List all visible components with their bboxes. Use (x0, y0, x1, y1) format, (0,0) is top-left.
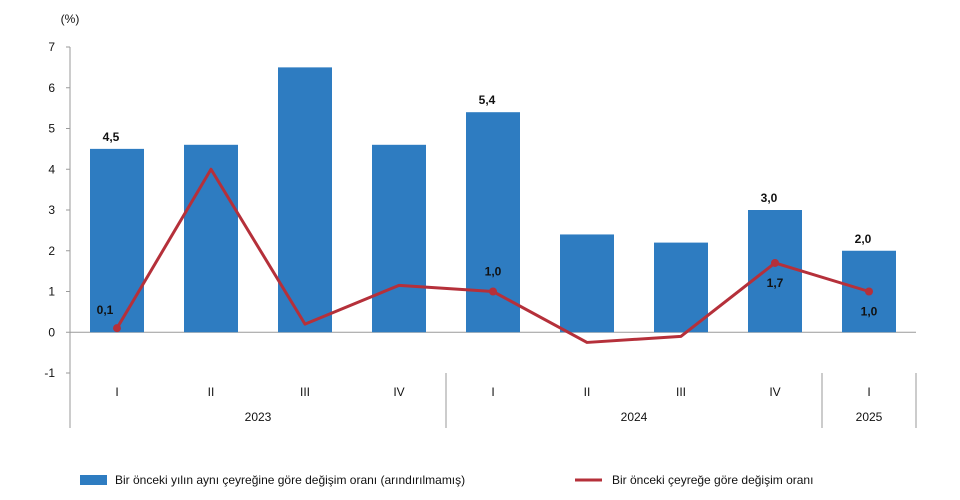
bar-data-label: 3,0 (761, 191, 778, 205)
y-unit-label: (%) (61, 12, 80, 26)
bar (748, 210, 802, 333)
data-labels: 4,5 5,4 3,0 2,0 0,1 1,0 1,7 1,0 (97, 93, 878, 318)
x-tick-label-quarter: I (867, 385, 870, 399)
x-tick-label-quarter: III (300, 385, 310, 399)
legend-bar-swatch (80, 475, 107, 485)
y-tick-label: 4 (48, 162, 55, 176)
y-tick-label: 3 (48, 203, 55, 217)
line-series (113, 167, 873, 344)
legend: Bir önceki yılın aynı çeyreğine göre değ… (80, 473, 813, 487)
bar (184, 144, 238, 333)
line-point (771, 258, 779, 267)
x-tick-label-quarter: IV (769, 385, 780, 399)
bar (372, 144, 426, 333)
bar (560, 234, 614, 333)
bar-series (90, 67, 896, 333)
y-tick-label: 5 (48, 122, 55, 136)
y-tick-label: 7 (48, 40, 55, 54)
bar-data-label: 5,4 (479, 93, 496, 107)
bar (654, 242, 708, 333)
y-tick-label: -1 (44, 366, 55, 380)
x-tick-label-year: 2025 (856, 410, 883, 424)
line-data-label: 1,7 (767, 276, 784, 290)
y-tick-label: 1 (48, 285, 55, 299)
bar-data-label: 2,0 (855, 232, 872, 246)
bar-data-label: 4,5 (103, 130, 120, 144)
bar (90, 148, 144, 333)
bar (278, 67, 332, 333)
legend-line-label: Bir önceki çeyreğe göre değişim oranı (612, 473, 813, 487)
x-tick-label-quarter: IV (393, 385, 404, 399)
x-tick-label-quarter: III (676, 385, 686, 399)
x-tick-label-quarter: II (584, 385, 591, 399)
line-data-label: 1,0 (861, 305, 878, 319)
y-tick-label: 2 (48, 244, 55, 258)
x-tick-label-quarter: II (208, 385, 215, 399)
y-tick-label: 0 (48, 325, 55, 339)
x-tick-label-year: 2024 (621, 410, 648, 424)
line-point (489, 287, 497, 296)
legend-bar-label: Bir önceki yılın aynı çeyreğine göre değ… (115, 473, 465, 487)
line-data-label: 0,1 (97, 303, 114, 317)
x-tick-label-quarter: I (491, 385, 494, 399)
line-point (113, 324, 121, 333)
line-point (865, 287, 873, 296)
bar (466, 112, 520, 333)
x-tick-label-quarter: I (115, 385, 118, 399)
line-data-label: 1,0 (485, 265, 502, 279)
y-tick-label: 6 (48, 81, 55, 95)
x-tick-label-year: 2023 (245, 410, 272, 424)
